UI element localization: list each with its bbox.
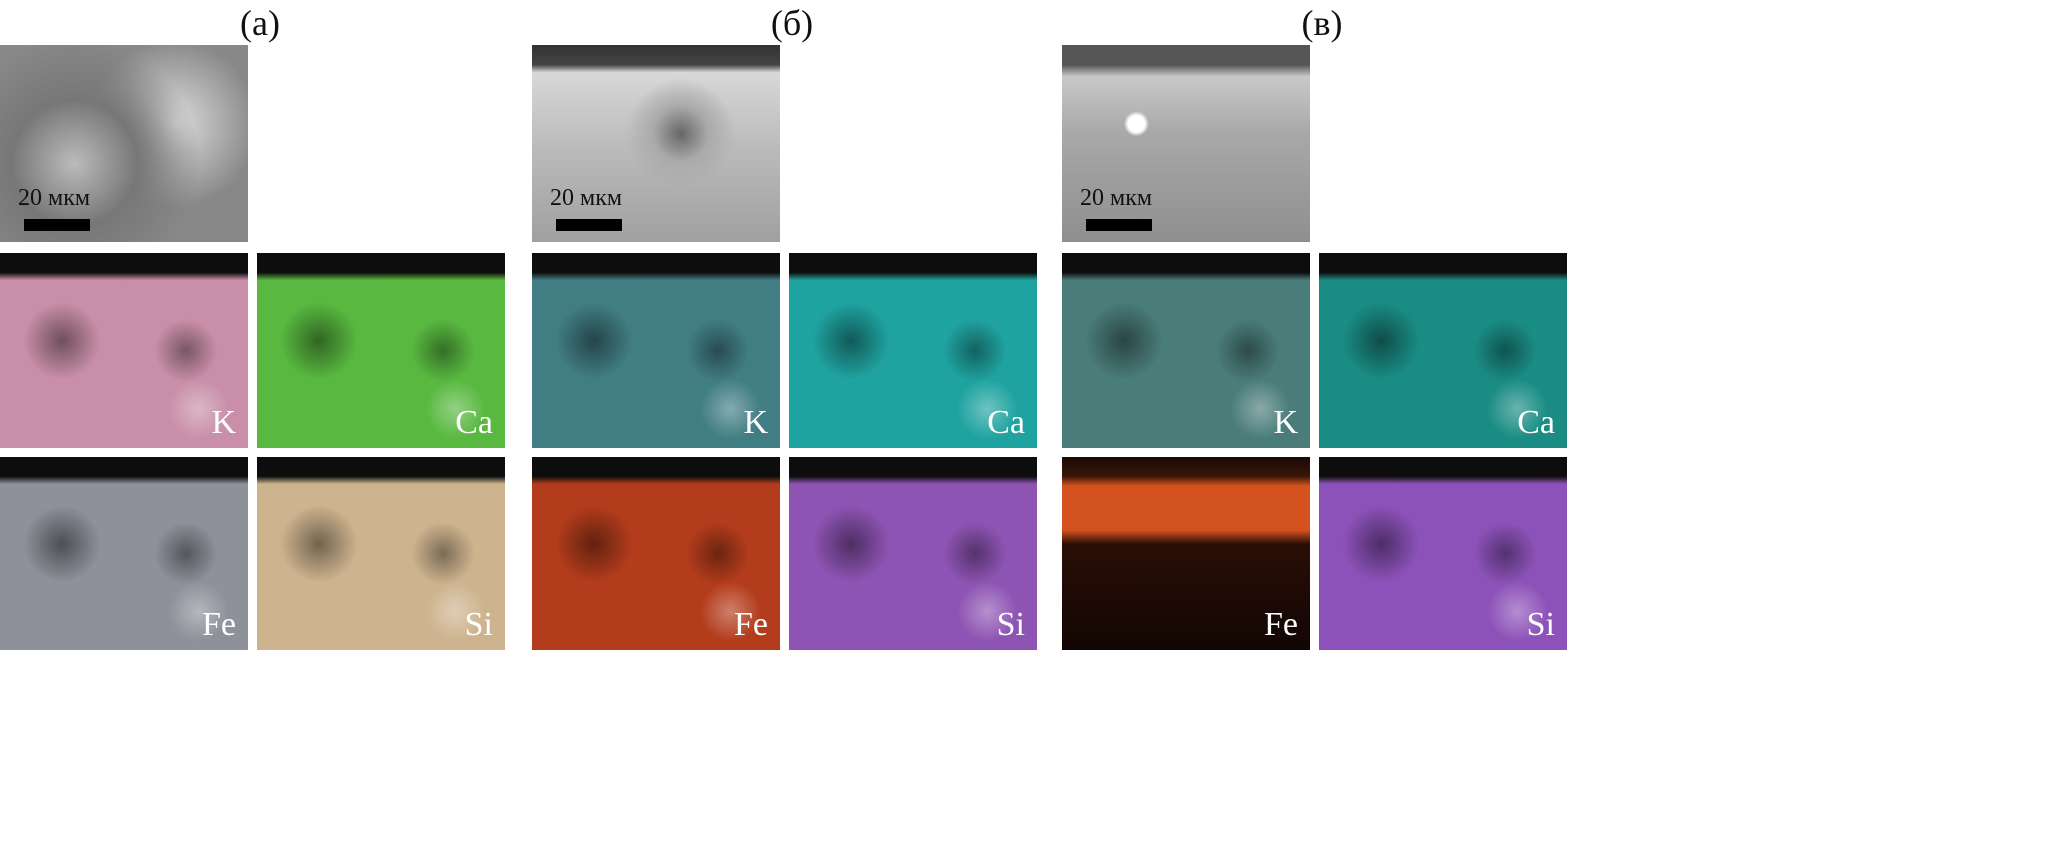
- element-label: Ca: [987, 404, 1025, 441]
- element-label: Fe: [1264, 606, 1298, 643]
- element-map-ca: Ca: [1319, 253, 1567, 448]
- element-label: Fe: [202, 606, 236, 643]
- element-label: Si: [464, 606, 493, 643]
- element-label: Fe: [734, 606, 768, 643]
- element-map-ca: Ca: [789, 253, 1037, 448]
- element-label: Si: [996, 606, 1025, 643]
- element-label: Si: [1526, 606, 1555, 643]
- panel-label: (б): [770, 3, 814, 43]
- element-label: Ca: [455, 404, 493, 441]
- element-label: Ca: [1517, 404, 1555, 441]
- element-label: K: [211, 404, 236, 441]
- scale-bar: [1086, 219, 1152, 231]
- panel-label: (а): [240, 3, 280, 43]
- element-map-fe: Fe: [0, 457, 248, 650]
- scale-bar-label: 20 мкм: [1080, 185, 1153, 211]
- element-map-ca: Ca: [257, 253, 505, 448]
- scale-bar-label: 20 мкм: [18, 185, 91, 211]
- element-map-fe: Fe: [532, 457, 780, 650]
- scale-bar: [24, 219, 90, 231]
- element-map-si: Si: [1319, 457, 1567, 650]
- element-label: K: [743, 404, 768, 441]
- element-map-k: K: [1062, 253, 1310, 448]
- panel-label: (в): [1301, 3, 1343, 43]
- element-label: K: [1273, 404, 1298, 441]
- element-map-k: K: [0, 253, 248, 448]
- scale-bar: [556, 219, 622, 231]
- element-map-k: K: [532, 253, 780, 448]
- element-map-si: Si: [257, 457, 505, 650]
- element-map-si: Si: [789, 457, 1037, 650]
- sem-image: 20 мкм: [0, 45, 248, 242]
- scale-bar-label: 20 мкм: [550, 185, 623, 211]
- sem-image: 20 мкм: [532, 45, 780, 242]
- element-map-fe: Fe: [1062, 457, 1310, 650]
- sem-image: 20 мкм: [1062, 45, 1310, 242]
